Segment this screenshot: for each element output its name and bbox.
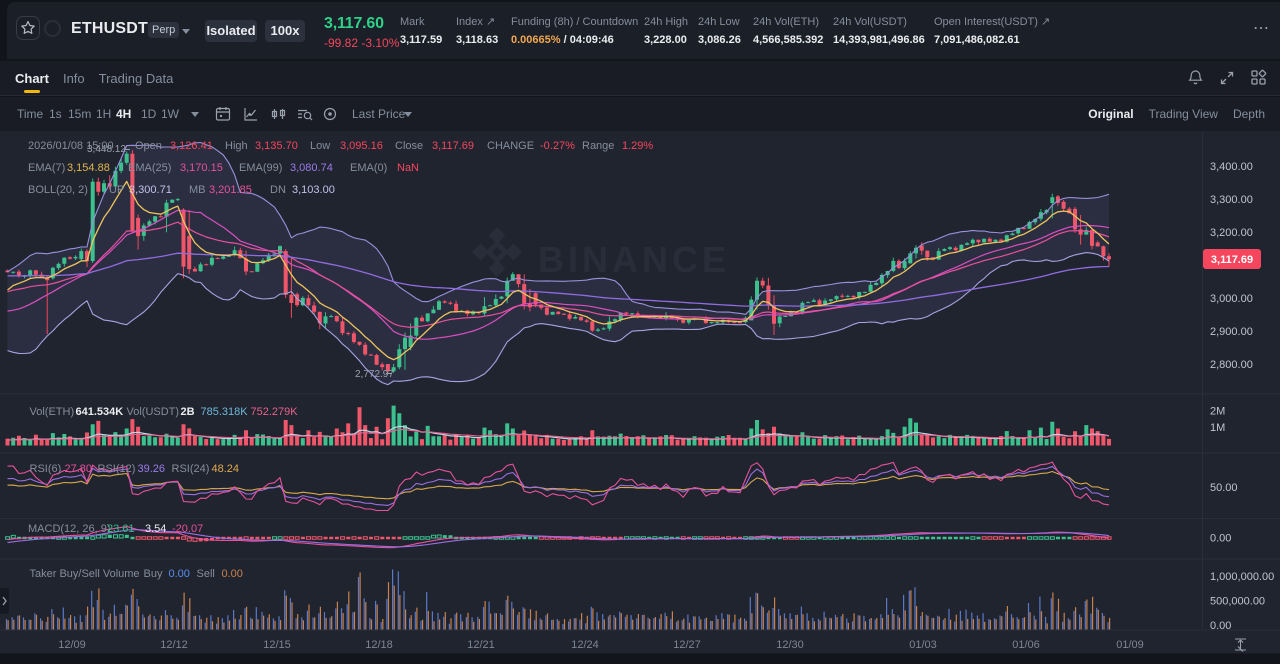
svg-text:EMA(7): EMA(7) <box>28 162 65 174</box>
svg-text:2026/01/08 15:00: 2026/01/08 15:00 <box>28 140 114 152</box>
svg-text:-20.07: -20.07 <box>172 523 203 535</box>
svg-text:2B: 2B <box>181 406 195 418</box>
svg-text:Vol(USDT): Vol(USDT) <box>127 406 180 418</box>
svg-text:12/24: 12/24 <box>571 639 599 651</box>
svg-text:MACD(12, 26, 9): MACD(12, 26, 9) <box>28 523 111 535</box>
svg-text:EMA(99): EMA(99) <box>239 162 282 174</box>
svg-text:EMA(25): EMA(25) <box>128 162 171 174</box>
svg-text:3,103.00: 3,103.00 <box>292 184 335 196</box>
svg-text:27.80: 27.80 <box>65 463 93 475</box>
svg-text:12/12: 12/12 <box>160 639 188 651</box>
svg-text:12/21: 12/21 <box>467 639 495 651</box>
svg-text:3,448.12: 3,448.12 <box>87 144 126 155</box>
svg-text:EMA(0): EMA(0) <box>350 162 387 174</box>
svg-text:Taker Buy/Sell Volume: Taker Buy/Sell Volume <box>30 568 140 580</box>
svg-text:Low: Low <box>310 140 330 152</box>
svg-text:3,135.70: 3,135.70 <box>255 140 298 152</box>
svg-text:BINANCE: BINANCE <box>538 239 730 280</box>
svg-text:3,200.00: 3,200.00 <box>1210 227 1253 239</box>
svg-text:3,170.15: 3,170.15 <box>180 162 223 174</box>
svg-text:752.279K: 752.279K <box>251 406 299 418</box>
svg-text:0.00: 0.00 <box>169 568 190 580</box>
svg-text:785.318K: 785.318K <box>201 406 249 418</box>
svg-text:3.54: 3.54 <box>145 523 166 535</box>
svg-text:3,000.00: 3,000.00 <box>1210 293 1253 305</box>
svg-text:12/18: 12/18 <box>365 639 393 651</box>
svg-text:3,117.69: 3,117.69 <box>1211 254 1253 266</box>
svg-text:BOLL(20, 2): BOLL(20, 2) <box>28 184 88 196</box>
svg-text:NaN: NaN <box>397 162 419 174</box>
svg-text:2M: 2M <box>1210 406 1225 418</box>
svg-text:39.26: 39.26 <box>138 463 166 475</box>
svg-text:0.00: 0.00 <box>1210 533 1231 545</box>
svg-text:3,201.85: 3,201.85 <box>209 184 252 196</box>
svg-text:01/06: 01/06 <box>1012 639 1040 651</box>
svg-text:500,000.00: 500,000.00 <box>1210 595 1265 607</box>
svg-text:RSI(24): RSI(24) <box>172 463 210 475</box>
svg-text:23.61: 23.61 <box>107 523 135 535</box>
svg-text:Buy: Buy <box>144 568 163 580</box>
svg-text:0.00: 0.00 <box>1210 620 1231 632</box>
svg-text:01/09: 01/09 <box>1116 639 1144 651</box>
svg-text:3,300.00: 3,300.00 <box>1210 194 1253 206</box>
svg-text:12/09: 12/09 <box>58 639 86 651</box>
svg-text:CHANGE: CHANGE <box>487 140 534 152</box>
svg-text:641.534K: 641.534K <box>76 406 124 418</box>
svg-text:50.00: 50.00 <box>1210 482 1238 494</box>
svg-text:UP: UP <box>109 184 124 196</box>
svg-text:3,095.16: 3,095.16 <box>340 140 383 152</box>
svg-text:1,000,000.00: 1,000,000.00 <box>1210 571 1274 583</box>
svg-text:01/03: 01/03 <box>909 639 937 651</box>
svg-text:2,772.97: 2,772.97 <box>355 369 394 380</box>
svg-text:12/30: 12/30 <box>776 639 804 651</box>
svg-text:3,080.74: 3,080.74 <box>290 162 333 174</box>
svg-text:-0.27%: -0.27% <box>540 140 575 152</box>
svg-text:48.24: 48.24 <box>212 463 240 475</box>
svg-text:Open: Open <box>135 140 162 152</box>
svg-text:RSI(6): RSI(6) <box>30 463 62 475</box>
svg-text:12/15: 12/15 <box>263 639 291 651</box>
svg-text:Vol(ETH): Vol(ETH) <box>30 406 75 418</box>
svg-text:2,900.00: 2,900.00 <box>1210 326 1253 338</box>
svg-text:3,117.69: 3,117.69 <box>432 140 474 152</box>
svg-text:Range: Range <box>582 140 614 152</box>
svg-text:High: High <box>225 140 248 152</box>
svg-text:Close: Close <box>395 140 423 152</box>
svg-text:12/27: 12/27 <box>673 639 701 651</box>
svg-text:3,154.88: 3,154.88 <box>67 162 110 174</box>
svg-text:DN: DN <box>270 184 286 196</box>
svg-text:1.29%: 1.29% <box>622 140 653 152</box>
svg-text:3,126.41: 3,126.41 <box>170 140 213 152</box>
svg-text:3,300.71: 3,300.71 <box>129 184 172 196</box>
svg-text:0.00: 0.00 <box>222 568 243 580</box>
svg-text:Sell: Sell <box>197 568 215 580</box>
svg-text:3,400.00: 3,400.00 <box>1210 161 1253 173</box>
svg-text:1M: 1M <box>1210 422 1225 434</box>
svg-text:RSI(12): RSI(12) <box>98 463 136 475</box>
svg-text:2,800.00: 2,800.00 <box>1210 359 1253 371</box>
svg-text:MB: MB <box>189 184 206 196</box>
